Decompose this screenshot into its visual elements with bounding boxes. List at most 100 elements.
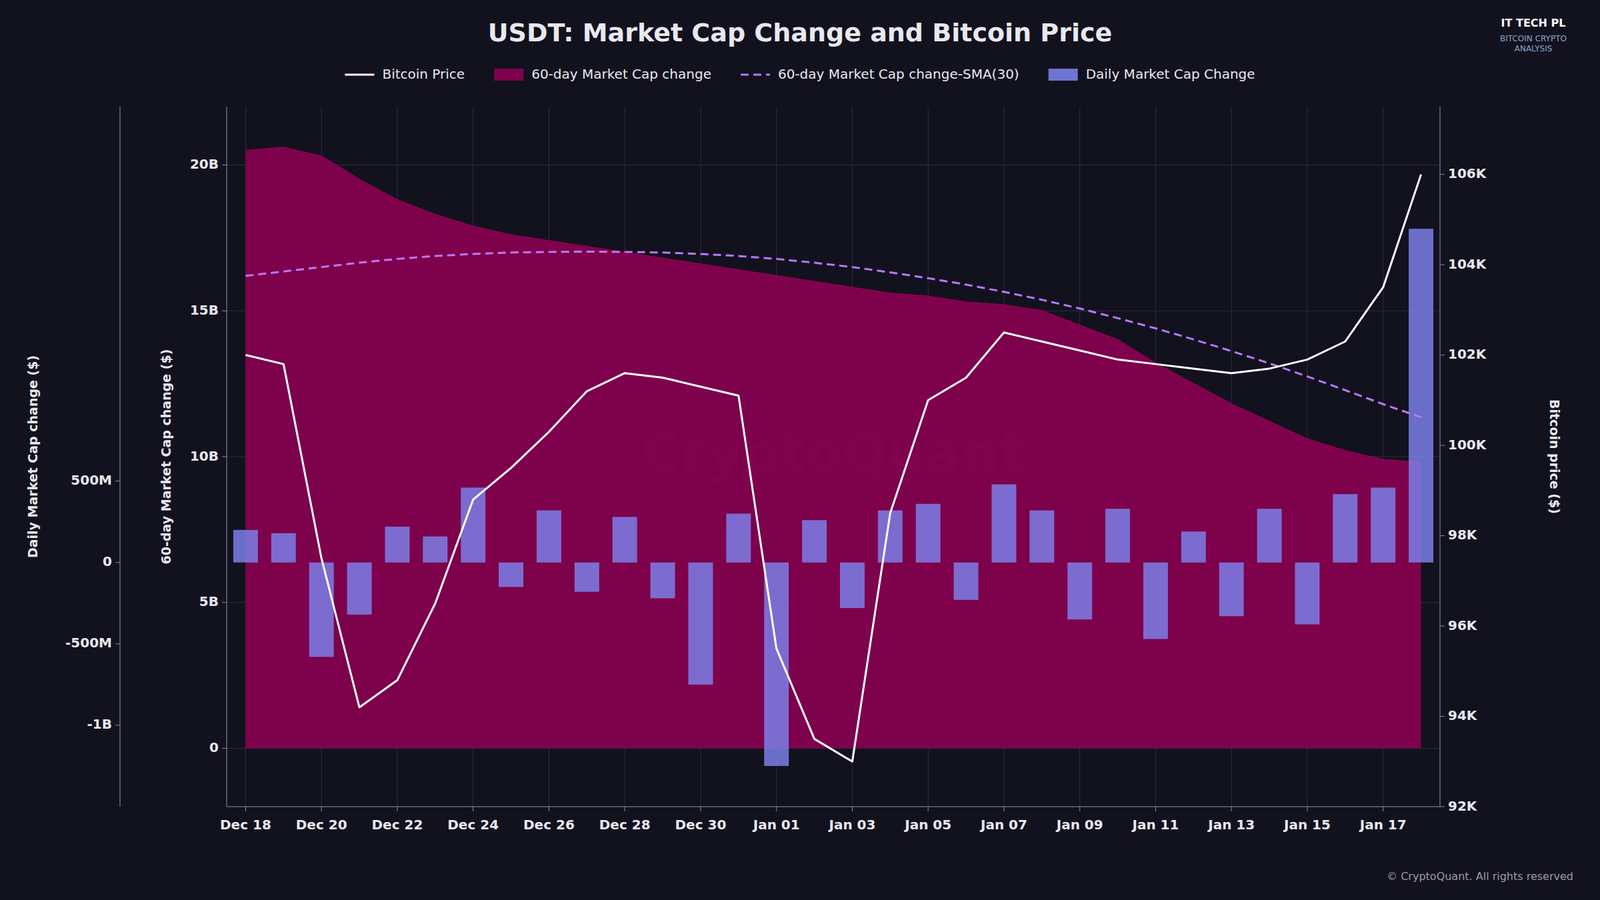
x-tick [852,806,853,812]
legend-item: 60-day Market Cap change [494,66,712,82]
bar [954,562,979,600]
background [0,0,1600,900]
grid [226,106,1440,807]
x-tick-label: Jan 01 [752,816,800,833]
y-tick-label: 0 [209,739,219,756]
x-tick-label: Dec 18 [220,816,272,833]
y2-tick [1440,535,1445,536]
x-axis-line [226,806,1440,808]
logo-text: IT TECH PL [1501,16,1566,30]
bar [498,562,524,588]
bar [1370,487,1396,562]
y3-axis-line [119,106,121,807]
title: USDT: Market Cap Change and Bitcoin Pric… [488,18,1113,48]
bar [916,504,941,563]
y-tick-label: 15B [190,302,219,318]
x-tick-label: Dec 20 [296,816,348,833]
bar [309,562,334,658]
y2-axis-line [1439,106,1441,807]
y2-tick-label: 106K [1448,165,1488,182]
bar [1257,508,1282,563]
y2-tick-label: 104K [1448,256,1488,272]
line [245,174,1421,762]
bar [1029,510,1054,563]
bar [688,562,713,685]
bar [1332,494,1358,563]
x-tick [1079,806,1080,812]
line [245,251,1421,418]
x-tick [624,806,626,812]
y2-tick [1440,626,1445,627]
x-tick-label: Jan 05 [903,816,952,833]
chart: USDT: Market Cap Change and Bitcoin Pric… [0,0,1600,900]
x-tick [1003,806,1004,812]
bar [347,562,372,615]
bar [1105,508,1130,563]
y2-axis-label: Bitcoin price ($) [1547,399,1562,514]
y3-tick [115,562,120,563]
x-tick-label: Jan 11 [1130,816,1179,833]
x-tick-label: Dec 30 [675,816,727,833]
y2-tick-label: 100K [1448,436,1488,453]
legend-label: 60-day Market Cap change [531,66,712,82]
x-tick-label: Jan 17 [1358,816,1407,833]
x-tick [396,806,398,812]
bar [271,533,296,563]
y-tick-label: 20B [190,156,219,172]
area-outline [245,147,1421,463]
bar [650,562,676,599]
x-tick-label: Dec 28 [599,816,651,833]
x-tick-label: Dec 26 [523,816,575,833]
y2-tick-label: 96K [1448,617,1478,634]
x-tick [1231,806,1232,812]
x-tick-label: Dec 24 [447,816,499,833]
y-tick [222,456,227,458]
bar [1143,562,1168,640]
x-tick-label: Jan 07 [979,816,1028,833]
logo-subtext-line: BITCOIN CRYPTO [1500,34,1567,44]
area-fill [245,147,1421,748]
y3-tick-label: 0 [102,553,112,570]
bar [802,520,827,562]
x-tick [1155,806,1156,812]
y2-tick-label: 92K [1448,798,1478,814]
legend-item: Bitcoin Price [344,66,465,82]
bar [422,536,448,563]
y-tick [222,310,227,312]
x-tick-label: Jan 15 [1282,816,1331,833]
y3-tick [115,480,120,482]
y3-axis-label: Daily Market Cap change ($) [25,355,40,558]
y2-tick [1440,264,1445,266]
bar [1181,531,1206,562]
y2-tick [1440,445,1445,446]
bar [1294,562,1320,625]
y2-tick [1440,806,1445,808]
x-tick-label: Jan 09 [1055,816,1104,833]
legend: Bitcoin Price 60-day Market Cap change 60-… [344,66,1255,82]
x-tick [472,806,474,812]
x-tick [1382,806,1384,812]
logo-subtext: BITCOIN CRYPTOANALYSIS [1500,34,1567,54]
bar [384,526,410,563]
y2-tick-label: 94K [1448,707,1478,724]
legend-item: 60-day Market Cap change-SMA(30) [740,66,1020,82]
x-tick [776,806,777,812]
y3-tick-label: -500M [65,634,112,651]
bar [991,484,1016,563]
bar [536,510,562,563]
legend-label: Daily Market Cap Change [1086,66,1256,82]
legend-label: Bitcoin Price [382,66,465,82]
x-tick-label: Jan 13 [1206,816,1255,833]
x-tick [928,806,929,812]
x-tick [700,806,701,812]
y-tick [222,602,227,603]
bar [612,516,638,562]
x-tick-label: Jan 03 [827,816,876,833]
bar [233,530,258,563]
x-tick [548,806,550,812]
legend-item: Daily Market Cap Change [1048,66,1256,82]
copyright: © CryptoQuant. All rights reserved [1386,870,1574,883]
x-tick [245,806,246,812]
bar [1408,228,1434,563]
bar [1219,562,1244,617]
